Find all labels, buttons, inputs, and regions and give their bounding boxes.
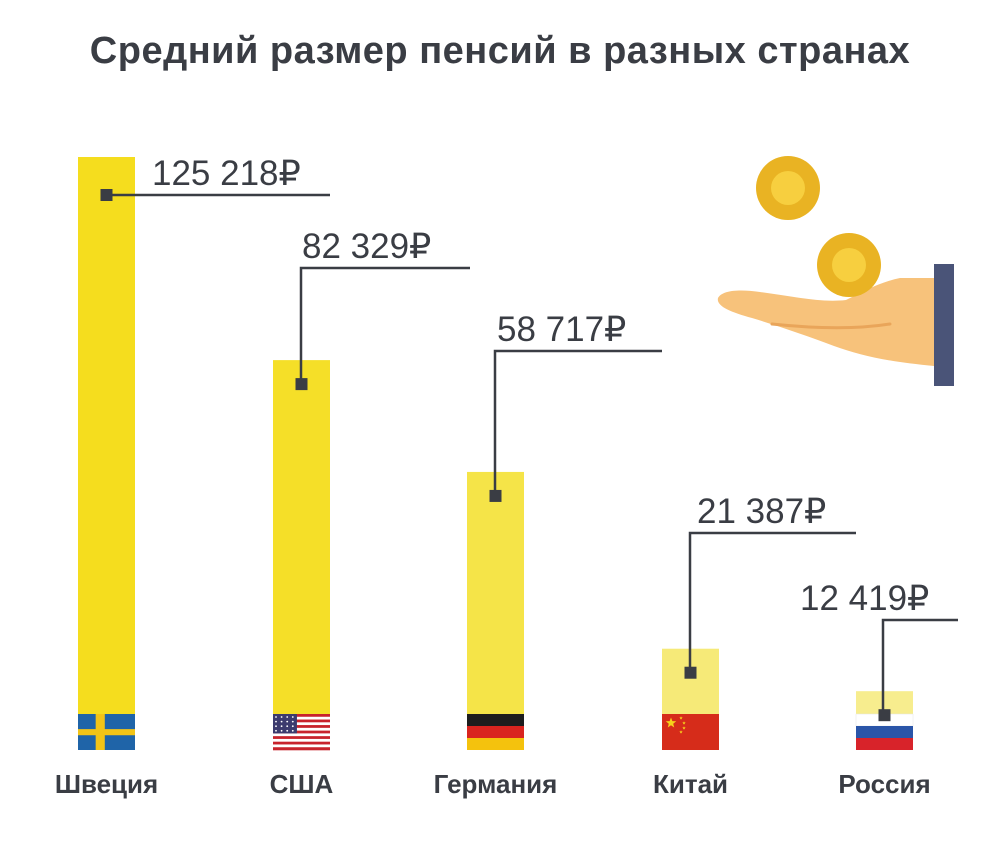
leader-line-4: [688, 531, 856, 673]
coin-top-icon-inner: [771, 171, 805, 205]
coin-bottom-icon-inner: [832, 248, 866, 282]
category-label-1: Швеция: [55, 769, 158, 799]
sleeve-shape: [934, 264, 954, 386]
marker-2: [295, 378, 308, 391]
bar-1: [78, 157, 135, 750]
leader-line-3: [493, 349, 662, 496]
usa-flag: [273, 714, 330, 751]
hand-with-coins-icon: [717, 156, 954, 386]
marker-4: [684, 666, 697, 679]
marker-3: [489, 489, 502, 502]
value-label-1: 125 218₽: [152, 154, 301, 193]
china-flag: [662, 714, 719, 750]
bar-3: [467, 471, 524, 750]
value-label-3: 58 717₽: [497, 310, 626, 349]
germany-flag: [467, 714, 524, 750]
finger-crease: [770, 322, 892, 330]
category-label-2: США: [270, 769, 334, 799]
bar-2: [273, 360, 330, 750]
category-label-5: Россия: [838, 769, 930, 799]
leader-line-5: [881, 618, 958, 716]
marker-1: [100, 189, 113, 201]
flags-layer: [78, 713, 914, 751]
category-label-3: Германия: [434, 769, 558, 799]
marker-5: [878, 709, 891, 722]
sweden-flag: [78, 714, 135, 750]
value-label-5: 12 419₽: [800, 579, 929, 618]
category-label-4: Китай: [653, 769, 728, 799]
labels-layer: 125 218₽ Швеция 82 329₽ США 58 717₽ Германия 2…: [55, 154, 931, 799]
hand-shape: [717, 278, 934, 366]
leader-lines-layer: [100, 189, 958, 722]
chart-title: Средний размер пенсий в разных странах: [89, 30, 911, 72]
russia-flag: [855, 713, 914, 750]
value-label-2: 82 329₽: [302, 227, 431, 266]
value-label-4: 21 387₽: [697, 492, 826, 531]
leader-line-2: [299, 266, 470, 385]
